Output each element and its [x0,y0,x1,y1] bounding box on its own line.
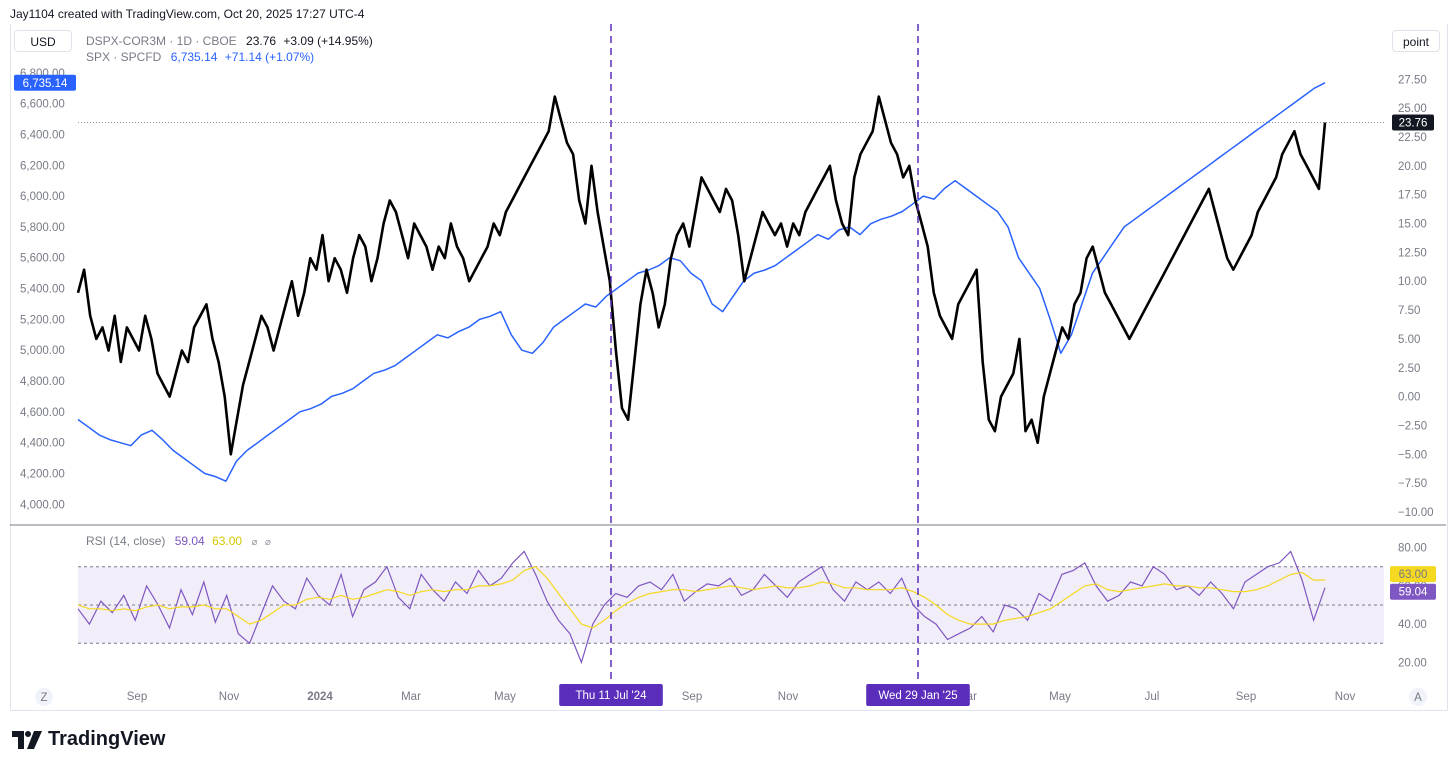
date-marker-tag[interactable] [866,684,970,706]
right-axis-tick: −2.50 [1398,420,1427,432]
legend-dspx[interactable]: DSPX-COR3M · 1D · CBOE 23.76 +3.09 (+14.… [86,34,373,48]
right-axis-tick: 20.00 [1398,161,1427,173]
x-axis-tick: Mar [401,691,421,703]
right-axis-tick: 7.50 [1398,305,1420,317]
right-axis-tick: 5.00 [1398,334,1420,346]
left-axis-tick: 4,600.00 [20,407,65,419]
spx-last-tag [14,74,76,91]
tradingview-logo: TradingView [12,728,165,751]
hidden-eye-icon-2[interactable]: ⌀ [264,537,271,548]
left-axis-tick: 4,200.00 [20,468,65,480]
left-axis-tick: 6,400.00 [20,129,65,141]
left-axis-tick: 4,400.00 [20,438,65,450]
rsi-ma-value: 63.00 [212,534,243,548]
dspx-line[interactable] [76,95,1327,456]
date-marker-label: Wed 29 Jan '25 [878,690,957,702]
right-axis-tick: −10.00 [1398,507,1434,519]
legend-spx-change: +71.14 (+1.07%) [224,50,315,64]
rsi-ma-last-tag [1390,566,1436,583]
x-axis-tick: Nov [778,691,799,703]
rsi-ma-line[interactable] [77,566,1325,629]
zoom-button[interactable] [35,688,53,706]
rsi-ma-last-label: 63.00 [1399,569,1428,581]
auto-scale-button[interactable] [1409,688,1427,706]
right-axis-tick: 0.00 [1398,392,1420,404]
hidden-eye-icon[interactable]: ⌀ [251,537,258,548]
x-axis-tick: May [1049,691,1071,703]
left-axis-tick: 5,200.00 [20,314,65,326]
right-axis-tick: 15.00 [1398,219,1427,231]
rsi-value: 59.04 [174,534,205,548]
legend-dspx-symbol: DSPX-COR3M · 1D · CBOE [86,34,237,48]
rsi-axis-tick: 80.00 [1398,543,1427,555]
legend-spx[interactable]: SPX · SPCFD 6,735.14 +71.14 (+1.07%) [86,50,314,64]
zoom-button-label: Z [40,692,47,704]
left-axis-tick: 5,400.00 [20,284,65,296]
legend-dspx-value: 23.76 [246,34,277,48]
right-axis-tick: 12.50 [1398,247,1427,259]
scale-mode-button[interactable]: point [1392,30,1440,52]
x-axis-tick: Sep [127,691,147,703]
rsi-legend[interactable]: RSI (14, close) 59.04 63.00 ⌀ ⌀ [86,534,271,548]
x-axis-tick: Nov [1335,691,1356,703]
auto-scale-label: A [1414,692,1422,704]
right-axis-tick: 25.00 [1398,103,1427,115]
left-axis-tick: 4,000.00 [20,499,65,511]
x-axis-tick: May [494,691,516,703]
date-marker-tag[interactable] [559,684,663,706]
left-axis-tick: 6,200.00 [20,160,65,172]
rsi-axis-tick: 20.00 [1398,657,1427,669]
dspx-last-label: 23.76 [1399,117,1428,129]
rsi-line[interactable] [77,550,1326,665]
left-axis-tick: 5,600.00 [20,253,65,265]
right-axis-tick: 2.50 [1398,363,1420,375]
date-marker-label: Thu 11 Jul '24 [575,690,647,702]
chart-frame [10,24,1448,711]
right-axis-tick: −7.50 [1398,478,1427,490]
tradingview-logo-icon [12,730,42,749]
spx-line[interactable] [77,82,1326,482]
tradingview-logo-text: TradingView [48,728,166,750]
dspx-last-tag [1392,114,1434,131]
legend-spx-symbol: SPX · SPCFD [86,50,162,64]
x-axis-tick: Nov [219,691,240,703]
right-axis-tick: −5.00 [1398,449,1427,461]
credit-line: Jay1104 created with TradingView.com, Oc… [10,7,365,21]
rsi-axis-tick: 40.00 [1398,619,1427,631]
left-axis-tick: 5,800.00 [20,222,65,234]
x-axis-tick: Jul [1145,691,1160,703]
x-axis-tick: 2024 [307,691,333,703]
x-axis-tick: Sep [682,691,702,703]
right-axis-tick: 17.50 [1398,190,1427,202]
rsi-last-tag [1390,583,1436,600]
left-axis-tick: 6,600.00 [20,99,65,111]
currency-button[interactable]: USD [14,30,72,52]
right-axis-tick: 27.50 [1398,74,1427,86]
right-axis-tick: 22.50 [1398,132,1427,144]
spx-last-label: 6,735.14 [23,78,68,90]
left-axis-tick: 6,000.00 [20,191,65,203]
left-axis-tick: 5,000.00 [20,345,65,357]
x-axis-tick: Sep [1236,691,1256,703]
legend-dspx-change: +3.09 (+14.95%) [283,34,373,48]
right-axis-tick: 10.00 [1398,276,1427,288]
left-axis-tick: 4,800.00 [20,376,65,388]
legend-spx-value: 6,735.14 [170,50,218,64]
rsi-title: RSI (14, close) [86,534,166,548]
rsi-last-label: 59.04 [1399,587,1428,599]
